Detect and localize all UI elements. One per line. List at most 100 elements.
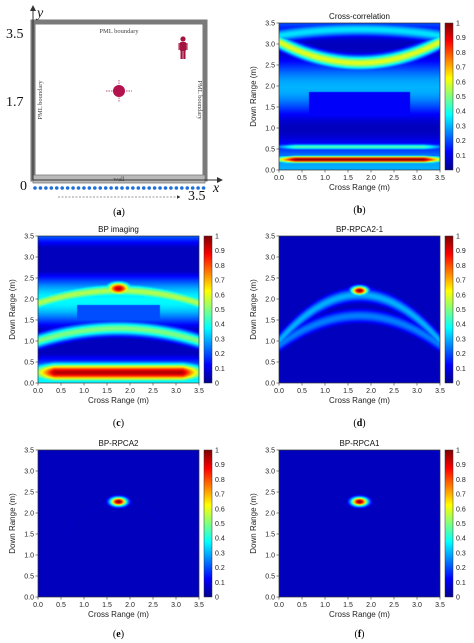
pml-right-label: PML boundary	[196, 80, 203, 120]
antenna-element	[163, 186, 168, 190]
antenna-element	[125, 186, 130, 190]
colorbar-tick-label: 0.9	[215, 462, 225, 469]
x-tick-label: 1.5	[343, 175, 353, 182]
x-tick-label: 0.5	[56, 388, 66, 395]
heatmap-panel-f: BP-RPCA1 0.0 0.5 1.0 1.5 2.0 2.5 3.0 3.5 0.0 0.5 1.…	[249, 439, 466, 640]
y-tick-label: 1.0	[24, 339, 34, 346]
x-axis-label: x	[212, 181, 220, 196]
y-tick-label: 3.5	[265, 21, 275, 28]
colorbar-tick-label: 0.4	[456, 536, 466, 543]
colorbar-tick-label: 0.8	[456, 263, 466, 270]
x-tick-label: 3.5	[435, 602, 445, 609]
scene-panel: wall PML boundary PML boundary PML bound…	[6, 5, 223, 204]
antenna-element	[49, 186, 54, 190]
heatmap-panel-e: BP-RPCA2 0.0 0.5 1.0 1.5 2.0 2.5 3.0 3.5 0.0 0.5 1.…	[8, 439, 225, 640]
antenna-array	[33, 186, 206, 190]
y-tick-label: 1.5	[24, 532, 34, 539]
colorbar-tick-label: 0.6	[456, 506, 466, 513]
x-axis-title: Cross Range (m)	[88, 610, 149, 619]
y-axis-title: Down Range (m)	[249, 279, 258, 340]
colorbar-tick-label: 0.1	[215, 580, 225, 587]
colorbar-tick-label: 0.3	[456, 336, 466, 343]
colorbar-tick-label: 0.1	[456, 153, 466, 160]
chart-title: BP-RPCA2	[98, 439, 139, 448]
colorbar-tick-label: 0.9	[215, 248, 225, 255]
y-tick-label: 2.0	[265, 297, 275, 304]
y-tick-label: 1.0	[265, 339, 275, 346]
y-tick-label: 2.5	[24, 276, 34, 283]
y-tick-label: 2.5	[265, 490, 275, 497]
heatmap-image	[279, 450, 440, 597]
x-tick-label: 1.0	[320, 388, 330, 395]
antenna-element	[76, 186, 81, 190]
colorbar-tick-label: 0.8	[456, 477, 466, 484]
colorbar	[203, 235, 213, 384]
y-tick-label: 0.5	[265, 574, 275, 581]
y-tick-label: 1.0	[24, 553, 34, 560]
antenna-element	[98, 186, 103, 190]
pml-top-label: PML boundary	[99, 28, 139, 35]
chart-title: BP imaging	[98, 225, 139, 234]
colorbar	[444, 22, 454, 171]
colorbar-tick-label: 0.8	[456, 50, 466, 57]
plot-frame	[37, 235, 200, 384]
heatmap-panel-c: BP imaging 0.0 0.5 1.0 1.5 2.0 2.5 3.0 3.5 0.0 0.5…	[8, 225, 225, 429]
colorbar-tick-label: 0.4	[456, 109, 466, 116]
x-tick-label: 2.0	[125, 602, 135, 609]
x-tick-label: 2.5	[389, 175, 399, 182]
antenna-element	[147, 186, 151, 190]
colorbar-tick-label: 0.9	[456, 35, 466, 42]
x-tick-label: 1.5	[343, 388, 353, 395]
colorbar-tick-label: 0.9	[456, 462, 466, 469]
y-tick-label: 3.0	[24, 469, 34, 476]
y-tick-label: 1.0	[265, 126, 275, 133]
x-tick-end: 3.5	[188, 189, 206, 204]
antenna-element	[65, 186, 70, 190]
y-axis-label: y	[35, 6, 44, 21]
colorbar-tick-label: 0.4	[215, 536, 225, 543]
x-tick-label: 0.0	[274, 388, 284, 395]
y-tick-mid: 1.7	[6, 95, 24, 110]
y-tick-label: 2.0	[24, 297, 34, 304]
colorbar-tick-label: 0.5	[456, 307, 466, 314]
y-tick-label: 3.0	[265, 255, 275, 262]
chart-title: Cross-correlation	[329, 12, 390, 21]
antenna-element	[152, 186, 157, 190]
colorbar-tick-label: 0.5	[456, 521, 466, 528]
colorbar	[444, 449, 454, 598]
antenna-element	[190, 186, 195, 190]
colorbar-tick-label: 0.6	[456, 79, 466, 86]
colorbar-tick-label: 0.7	[215, 278, 225, 285]
antenna-element	[180, 186, 184, 190]
plot-frame	[37, 449, 200, 598]
colorbar-tick-label: 0	[456, 168, 460, 175]
chart-title: BP-RPCA1	[339, 439, 380, 448]
x-tick-label: 3.0	[412, 175, 422, 182]
y-tick-label: 0.0	[265, 595, 275, 602]
colorbar-tick-label: 0.2	[456, 351, 466, 358]
y-tick-label: 3.0	[265, 42, 275, 49]
colorbar-tick-label: 0.5	[456, 94, 466, 101]
y-tick-label: 1.0	[265, 553, 275, 560]
y-tick-label: 2.5	[265, 63, 275, 70]
y-tick-label: 1.5	[265, 532, 275, 539]
colorbar-tick-label: 1	[456, 21, 460, 28]
y-tick-label: 0.0	[265, 168, 275, 175]
y-axis-title: Down Range (m)	[8, 493, 17, 554]
colorbar-tick-label: 0.3	[456, 123, 466, 130]
antenna-element	[87, 186, 92, 190]
heatmap-image	[38, 450, 199, 597]
antenna-element	[44, 186, 48, 190]
colorbar-tick-label: 0.3	[456, 550, 466, 557]
x-tick-label: 2.5	[389, 602, 399, 609]
antenna-element	[38, 186, 43, 190]
colorbar-tick-label: 0.5	[215, 521, 225, 528]
x-tick-label: 0.0	[274, 602, 284, 609]
y-tick-label: 3.5	[24, 448, 34, 455]
x-tick-label: 2.5	[389, 388, 399, 395]
colorbar-tick-label: 0.7	[456, 65, 466, 72]
colorbar-tick-label: 0.1	[456, 366, 466, 373]
colorbar-tick-label: 0.7	[456, 492, 466, 499]
y-tick-label: 2.0	[24, 511, 34, 518]
y-axis-title: Down Range (m)	[249, 66, 258, 127]
